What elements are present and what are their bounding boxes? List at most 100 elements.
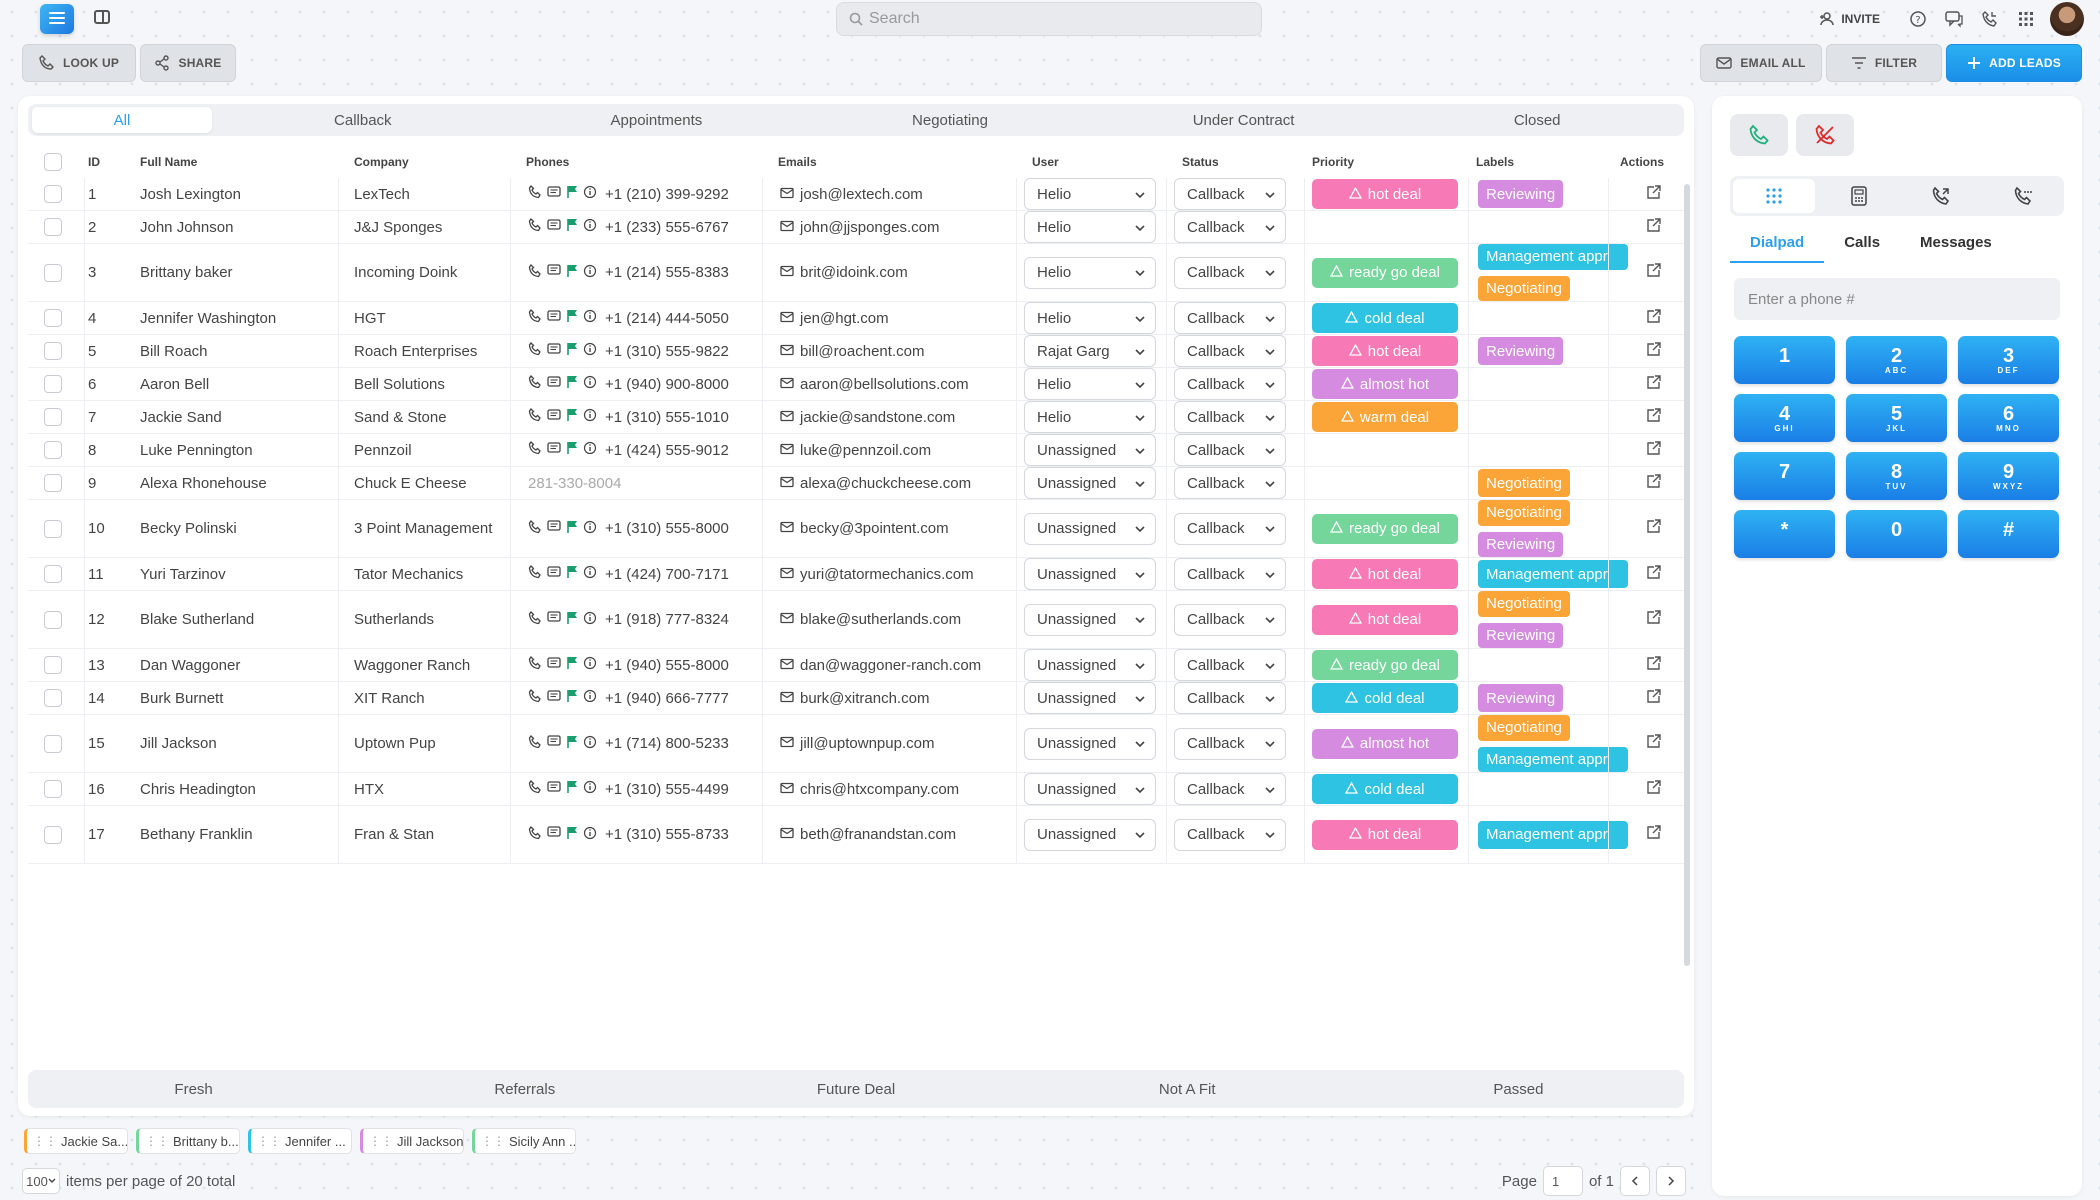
status-select[interactable]: Callback	[1174, 368, 1286, 400]
status-select[interactable]: Callback	[1174, 256, 1286, 289]
user-select[interactable]: Unassigned	[1024, 603, 1156, 636]
status-select[interactable]: Callback	[1174, 773, 1286, 805]
phone-number[interactable]: +1 (940) 666-7777	[605, 689, 729, 707]
open-external-icon[interactable]	[1646, 473, 1661, 493]
table-row[interactable]: 1 Josh Lexington LexTech +1 (210) 399-9292 j…	[28, 178, 1684, 211]
share-button[interactable]: SHARE	[140, 44, 236, 82]
pinned-lead-chip[interactable]: ⋮⋮ Jill Jackson	[360, 1128, 464, 1154]
col-phones[interactable]: Phones	[526, 155, 570, 169]
row-full-name[interactable]: Luke Pennington	[140, 441, 253, 459]
user-select[interactable]: Unassigned	[1024, 467, 1156, 499]
sms-icon[interactable]	[547, 218, 561, 236]
priority-badge[interactable]: warm deal	[1312, 402, 1458, 432]
mail-icon[interactable]	[780, 186, 794, 203]
email-address[interactable]: brit@idoink.com	[800, 264, 908, 281]
col-priority[interactable]: Priority	[1312, 155, 1355, 169]
call-icon[interactable]	[528, 610, 542, 629]
priority-badge[interactable]: ready go deal	[1312, 650, 1458, 680]
checkbox[interactable]	[44, 610, 62, 629]
drag-handle-icon[interactable]: ⋮⋮	[369, 1134, 393, 1148]
user-select[interactable]: Helio	[1024, 302, 1156, 334]
user-select[interactable]: Unassigned	[1024, 727, 1156, 760]
phone-number[interactable]: 281-330-8004	[528, 474, 622, 492]
row-checkbox[interactable]	[44, 806, 62, 863]
tab-referrals[interactable]: Referrals	[494, 1080, 556, 1098]
open-external-icon[interactable]	[1646, 263, 1661, 282]
tab-under-contract[interactable]: Under Contract	[1192, 111, 1295, 129]
table-row[interactable]: 3 Brittany baker Incoming Doink +1 (214) 55…	[28, 244, 1684, 302]
email-address[interactable]: jen@hgt.com	[800, 309, 889, 327]
row-checkbox[interactable]	[44, 773, 62, 805]
call-icon[interactable]	[528, 825, 542, 844]
info-icon[interactable]	[583, 689, 597, 707]
tab-closed[interactable]: Closed	[1513, 111, 1561, 129]
email-address[interactable]: blake@sutherlands.com	[800, 611, 962, 628]
status-select[interactable]: Callback	[1174, 211, 1286, 243]
open-external-icon[interactable]	[1646, 825, 1661, 844]
open-external-icon[interactable]	[1646, 184, 1661, 204]
status-select[interactable]: Callback	[1174, 401, 1286, 433]
sms-icon[interactable]	[547, 735, 561, 752]
dialer-tab-messages[interactable]: Messages	[1920, 234, 1992, 251]
status-select[interactable]: Callback	[1174, 335, 1286, 367]
status-select[interactable]: Callback	[1174, 302, 1286, 334]
table-row[interactable]: 7 Jackie Sand Sand & Stone +1 (310) 555-101…	[28, 401, 1684, 434]
open-external-icon[interactable]	[1646, 308, 1661, 328]
row-full-name[interactable]: Bill Roach	[140, 342, 208, 360]
label-badge[interactable]: Negotiating	[1478, 500, 1570, 526]
sidebar-toggle-icon[interactable]	[94, 10, 110, 24]
mail-icon[interactable]	[780, 376, 794, 393]
user-select[interactable]: Helio	[1024, 211, 1156, 243]
help-icon[interactable]: ?	[1902, 3, 1934, 35]
row-full-name[interactable]: Jackie Sand	[140, 408, 222, 426]
checkbox[interactable]	[44, 656, 62, 674]
priority-badge[interactable]: hot deal	[1312, 819, 1458, 850]
label-badge[interactable]: Reviewing	[1478, 531, 1564, 557]
row-checkbox[interactable]	[44, 335, 62, 367]
user-select[interactable]: Unassigned	[1024, 649, 1156, 681]
row-full-name[interactable]: Blake Sutherland	[140, 611, 255, 628]
checkbox[interactable]	[44, 780, 62, 798]
checkbox[interactable]	[44, 474, 62, 492]
call-icon[interactable]	[528, 565, 542, 583]
dialer-tab-dialpad[interactable]: Dialpad	[1730, 230, 1825, 263]
open-external-icon[interactable]	[1646, 564, 1661, 584]
open-external-icon[interactable]	[1646, 407, 1661, 427]
label-badge[interactable]: Reviewing	[1478, 180, 1564, 208]
table-row[interactable]: 15 Jill Jackson Uptown Pup +1 (714) 800-523…	[28, 715, 1684, 773]
call-button[interactable]	[1730, 114, 1788, 156]
row-checkbox[interactable]	[44, 649, 62, 681]
row-checkbox[interactable]	[44, 211, 62, 243]
phone-forward-mode-icon[interactable]	[1900, 176, 1982, 216]
status-select[interactable]: Callback	[1174, 558, 1286, 590]
user-select[interactable]: Unassigned	[1024, 773, 1156, 805]
sms-icon[interactable]	[547, 520, 561, 537]
sms-icon[interactable]	[547, 375, 561, 393]
status-select[interactable]: Callback	[1174, 727, 1286, 760]
page-input[interactable]: 1	[1542, 1166, 1583, 1196]
keypad-key[interactable]: 2 ABC	[1846, 336, 1947, 384]
mail-icon[interactable]	[780, 566, 794, 583]
phone-number[interactable]: +1 (310) 555-8733	[605, 826, 729, 843]
call-icon[interactable]	[528, 185, 542, 203]
filter-button[interactable]: FILTER	[1826, 44, 1942, 82]
status-select[interactable]: Callback	[1174, 512, 1286, 545]
tab-passed[interactable]: Passed	[1493, 1080, 1544, 1098]
chat-icon[interactable]	[1938, 3, 1970, 35]
row-checkbox[interactable]	[44, 244, 62, 301]
tab-not-a-fit[interactable]: Not A Fit	[1158, 1080, 1216, 1098]
email-address[interactable]: alexa@chuckcheese.com	[800, 474, 972, 492]
checkbox[interactable]	[44, 441, 62, 459]
select-all-checkbox[interactable]	[44, 146, 62, 178]
open-external-icon[interactable]	[1646, 779, 1661, 799]
tab-future-deal[interactable]: Future Deal	[816, 1080, 896, 1098]
user-avatar[interactable]	[2050, 2, 2084, 36]
table-row[interactable]: 8 Luke Pennington Pennzoil +1 (424) 555-901…	[28, 434, 1684, 467]
flag-icon[interactable]	[566, 342, 578, 360]
row-checkbox[interactable]	[44, 500, 62, 557]
priority-badge[interactable]: hot deal	[1312, 604, 1458, 635]
hangup-button[interactable]	[1796, 114, 1854, 156]
flag-icon[interactable]	[566, 264, 578, 282]
open-external-icon[interactable]	[1646, 655, 1661, 675]
call-icon[interactable]	[528, 218, 542, 236]
